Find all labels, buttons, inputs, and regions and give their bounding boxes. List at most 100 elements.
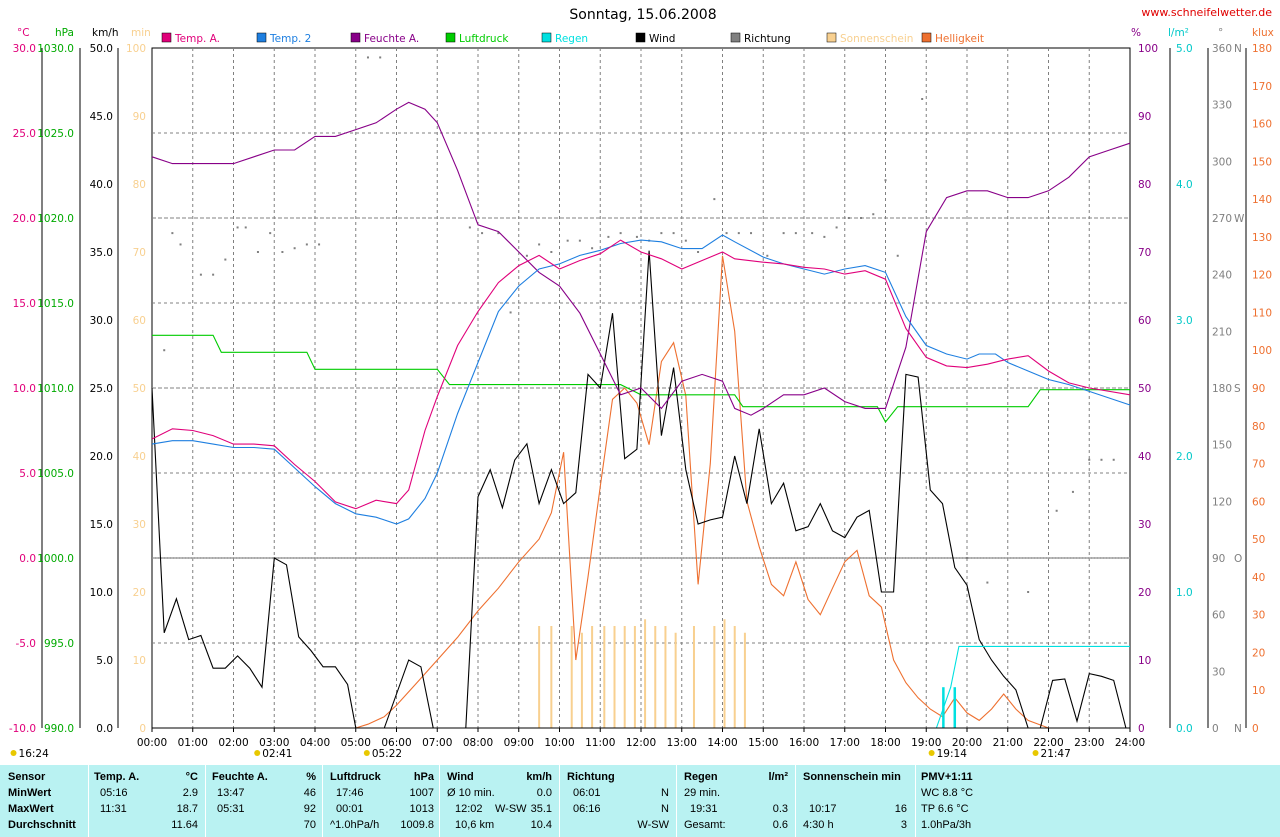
- richtung-dot: [966, 557, 968, 559]
- richtung-dot: [619, 232, 622, 235]
- stats-header: PMV+1:11: [921, 771, 973, 783]
- right-axis-tick-label: 90: [1252, 383, 1265, 395]
- stats-value: 06:01: [573, 787, 601, 799]
- right-axis-tick-label: 50: [1138, 383, 1151, 395]
- richtung-dot: [171, 232, 174, 235]
- stats-group: Wind km/h Ø 10 min. 0.0 12:02 W-SW 35.1 10,6 km…: [439, 765, 560, 837]
- stats-value: 1009.8: [400, 819, 434, 831]
- x-tick-label: 12:00: [626, 737, 656, 749]
- left-axis-tick-label: 1000.0: [37, 553, 74, 565]
- right-axis-tick-label: 100: [1252, 345, 1272, 357]
- series-line-temp_2: [151, 234, 1131, 525]
- right-axis-tick-label: 30: [1252, 610, 1265, 622]
- x-tick-label: 11:00: [585, 737, 615, 749]
- richtung-dot: [305, 243, 308, 246]
- left-axis-tick-label: 30.0: [13, 43, 36, 55]
- time-mark-symbol: [1032, 750, 1039, 756]
- left-axis-tick-label: 40.0: [90, 179, 113, 191]
- legend-label-wind: Wind: [649, 33, 675, 45]
- richtung-dot: [737, 232, 740, 235]
- legend-swatch-sonnenschein: [826, 32, 837, 43]
- right-axis-tick-label: 60: [1212, 610, 1225, 622]
- stats-value: Ø 10 min.: [447, 787, 495, 799]
- right-axis-tick-label: 70: [1252, 459, 1265, 471]
- stats-value: 17:46: [336, 787, 364, 799]
- x-tick-label: 15:00: [748, 737, 778, 749]
- richtung-dot: [835, 226, 838, 229]
- richtung-dot: [860, 217, 863, 219]
- x-tick-label: 00:00: [137, 737, 167, 749]
- left-axis-tick-label: 1005.0: [37, 468, 74, 480]
- x-tick-label: 05:00: [341, 737, 371, 749]
- stats-group: Luftdruck hPa 17:46 1007 00:01 1013 ^1.0hPa/h 1…: [322, 765, 440, 837]
- right-axis-tick-label: 70: [1138, 247, 1151, 259]
- series-line-wind: [151, 250, 1130, 729]
- stats-value: 16: [894, 803, 907, 815]
- legend-label-luftdruck: Luftdruck: [459, 33, 509, 45]
- legend-swatch-regen: [541, 32, 552, 43]
- stats-header: %: [306, 771, 316, 783]
- x-tick-label: 03:00: [259, 737, 289, 749]
- legend-swatch-temp_2: [256, 32, 267, 43]
- stats-group: Feuchte A.% 13:47 46 05:31 92 70: [205, 765, 323, 837]
- richtung-dot: [847, 217, 850, 219]
- time-mark-symbol: [254, 750, 261, 756]
- stats-value: 92: [303, 803, 316, 815]
- richtung-dot: [269, 232, 272, 235]
- stats-value: N: [661, 787, 669, 799]
- stats-group: Sensor MinWert MaxWert Durchschnitt: [0, 765, 89, 837]
- right-axis-tick-label: 100: [1138, 43, 1158, 55]
- richtung-dot: [497, 232, 500, 235]
- stats-header: Temp. A.: [94, 771, 140, 783]
- left-axis-unit: hPa: [55, 27, 74, 39]
- right-axis-tick-label: 60: [1252, 496, 1265, 508]
- right-axis-tick-label: 180: [1212, 383, 1232, 395]
- legend-swatch-helligkeit: [921, 32, 932, 43]
- right-axis-tick-label: 5.0: [1176, 43, 1193, 55]
- left-axis-tick-label: 35.0: [90, 247, 113, 259]
- richtung-dot: [986, 581, 989, 584]
- stats-value: 35.1: [530, 803, 552, 815]
- stats-header: MinWert: [8, 787, 52, 799]
- right-axis-tick-label: 60: [1138, 315, 1151, 327]
- stats-value: 19:31: [690, 803, 718, 815]
- left-axis-tick-label: 1025.0: [37, 128, 74, 140]
- legend-swatch-feuchte: [350, 32, 361, 43]
- richtung-dot: [896, 254, 899, 257]
- stats-value: 11:31: [100, 803, 127, 815]
- x-tick-label: 14:00: [707, 737, 737, 749]
- left-axis-tick-label: 45.0: [90, 111, 113, 123]
- right-axis-tick-label: 180: [1252, 43, 1272, 55]
- left-axis-tick-label: 5.0: [19, 468, 36, 480]
- richtung-dot: [713, 198, 716, 201]
- time-mark-label: 21:47: [1041, 748, 1071, 760]
- compass-label: S: [1234, 383, 1241, 395]
- stats-value: 00:01: [336, 803, 364, 815]
- richtung-dot: [379, 56, 382, 59]
- right-axis-tick-label: 160: [1252, 119, 1272, 131]
- stats-group: Richtung 06:01 N 06:16 N W-SW: [559, 765, 677, 837]
- stats-header: hPa: [413, 771, 434, 783]
- right-axis-unit: l/m²: [1168, 27, 1189, 39]
- left-axis-tick-label: 100: [126, 43, 146, 55]
- left-axis-tick-label: 0.0: [96, 723, 113, 735]
- richtung-dot: [635, 235, 638, 238]
- site-link[interactable]: www.schneifelwetter.de: [1141, 6, 1272, 19]
- x-tick-label: 23:00: [1074, 737, 1104, 749]
- right-axis-tick-label: 0: [1138, 723, 1145, 735]
- left-axis-unit: km/h: [92, 27, 119, 39]
- right-axis-tick-label: 360: [1212, 43, 1232, 55]
- right-axis-tick-label: 150: [1212, 440, 1232, 452]
- compass-label: W: [1234, 213, 1245, 225]
- legend-swatch-richtung: [730, 32, 741, 43]
- compass-label: N: [1234, 723, 1242, 735]
- right-axis-tick-label: 120: [1212, 496, 1232, 508]
- richtung-dot: [1100, 458, 1103, 461]
- left-axis-tick-label: 90: [133, 111, 146, 123]
- richtung-dot: [660, 232, 663, 235]
- right-axis-tick-label: 90: [1212, 553, 1225, 565]
- legend-label-sonnenschein: Sonnenschein: [840, 33, 913, 45]
- stats-group: Regen l/m² 29 min. 19:31 0.3 Gesamt: 0.6: [676, 765, 796, 837]
- left-axis-tick-label: 1010.0: [37, 383, 74, 395]
- richtung-dot: [179, 243, 182, 246]
